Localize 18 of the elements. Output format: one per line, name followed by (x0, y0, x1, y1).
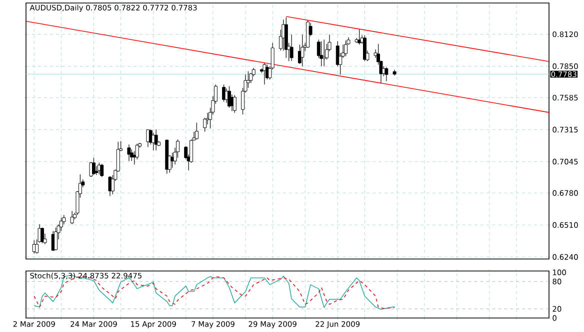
candlestick (54, 227, 58, 251)
candlestick (262, 62, 266, 85)
candlestick (203, 117, 207, 132)
candlestick (70, 210, 74, 225)
candlestick (344, 40, 348, 56)
candlestick (246, 70, 250, 88)
candlestick (282, 19, 286, 51)
candlestick (232, 94, 236, 114)
candlestick (384, 66, 388, 82)
candlestick (40, 227, 44, 244)
candlestick (154, 129, 158, 151)
candlestick (89, 161, 93, 178)
candlestick (322, 39, 326, 67)
candlestick (320, 40, 324, 67)
candlestick (194, 122, 198, 140)
candlestick (290, 34, 294, 62)
candlestick (92, 157, 96, 176)
candlestick (127, 144, 131, 162)
